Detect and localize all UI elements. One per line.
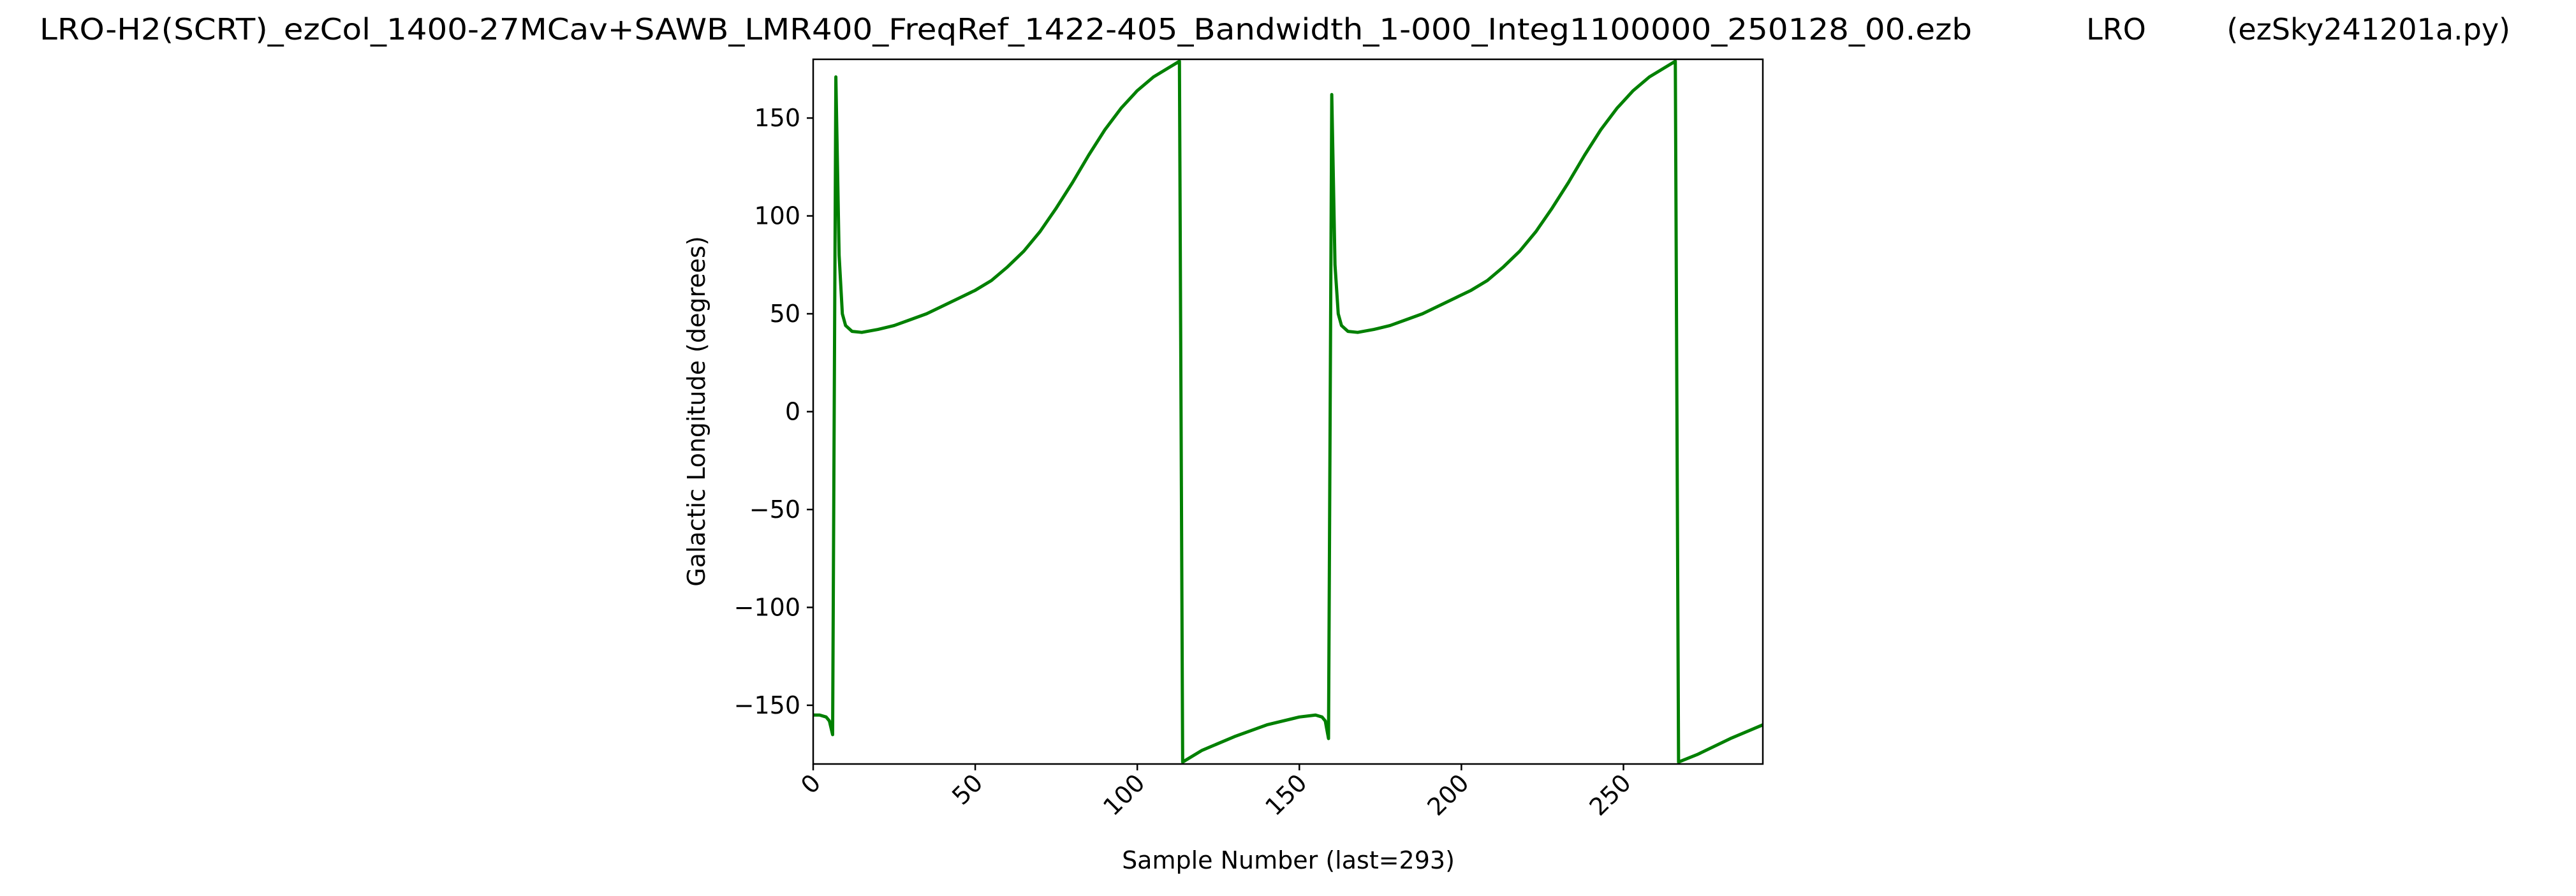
x-tick-label: 0 bbox=[795, 768, 826, 799]
title-left: LRO-H2(SCRT)_ezCol_1400-27MCav+SAWB_LMR4… bbox=[40, 12, 1972, 47]
y-tick-label: −150 bbox=[734, 691, 800, 719]
y-tick-label: 100 bbox=[754, 202, 800, 230]
y-tick-label: −50 bbox=[749, 496, 800, 524]
data-line bbox=[813, 59, 1763, 764]
y-tick-label: −100 bbox=[734, 593, 800, 621]
x-tick-label: 250 bbox=[1584, 768, 1636, 821]
x-tick-label: 150 bbox=[1260, 768, 1312, 821]
plot-frame bbox=[812, 58, 1764, 765]
x-tick-label: 200 bbox=[1422, 768, 1474, 821]
title-center: LRO bbox=[2086, 12, 2146, 47]
x-tick-label: 100 bbox=[1098, 768, 1150, 821]
y-tick-label: 150 bbox=[754, 104, 800, 132]
y-axis-label: Galactic Longitude (degrees) bbox=[682, 236, 710, 587]
y-tick-label: 0 bbox=[785, 398, 800, 426]
x-tick-label: 50 bbox=[946, 768, 988, 810]
title-right: (ezSky241201a.py) bbox=[2226, 12, 2510, 47]
x-axis-label: Sample Number (last=293) bbox=[1122, 846, 1455, 874]
y-tick-label: 50 bbox=[770, 300, 800, 328]
